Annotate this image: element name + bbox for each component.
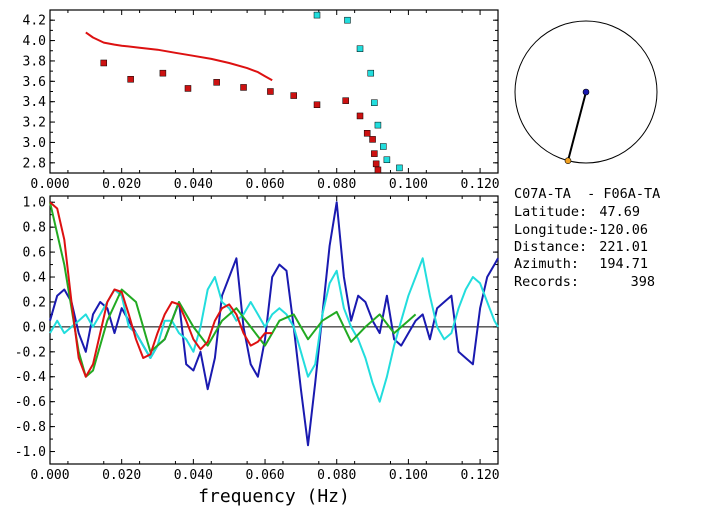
- dispersion-x-tick-label: 0.000: [30, 177, 69, 192]
- dispersion-marker-1: [184, 85, 192, 92]
- dispersion-marker-1: [356, 112, 364, 120]
- dispersion-marker-2: [383, 156, 391, 164]
- dispersion-marker-2: [367, 69, 375, 77]
- correlation-y-tick-label: 0.0: [23, 320, 46, 335]
- dispersion-marker-2: [344, 16, 351, 24]
- azimuth-label: Azimuth:: [514, 256, 579, 272]
- dispersion-data: [85, 11, 403, 174]
- dispersion-marker-1: [100, 59, 108, 67]
- dispersion-marker-1: [369, 136, 376, 143]
- correlation-x-tick-label: 0.100: [389, 468, 428, 483]
- correlation-x-tick-label: 0.000: [30, 468, 69, 483]
- dispersion-marker-1: [127, 76, 134, 83]
- dispersion-x-tick-label: 0.080: [317, 177, 356, 192]
- dispersion-marker-1: [342, 97, 349, 104]
- correlation-series-line-3: [49, 201, 273, 378]
- correlation-x-tick-label: 0.020: [102, 468, 141, 483]
- dispersion-y-tick-label: 4.0: [23, 34, 46, 49]
- dispersion-marker-2: [313, 11, 321, 19]
- dispersion-y-tick-label: 3.0: [23, 136, 46, 151]
- distance-label: Distance:: [514, 239, 587, 255]
- azimuth-line: [567, 91, 587, 161]
- correlation-x-tick-label: 0.120: [461, 468, 500, 483]
- distance-value: 221.01: [599, 239, 648, 255]
- dispersion-y-tick-label: 2.8: [23, 156, 46, 171]
- dispersion-frame: [49, 9, 499, 174]
- dispersion-marker-1: [240, 84, 247, 91]
- dispersion-marker-1: [290, 92, 297, 99]
- dispersion-marker-2: [371, 99, 378, 106]
- dispersion-y-tick-label: 3.6: [23, 75, 46, 90]
- azimuth-dial: [514, 20, 658, 164]
- azimuth-value: 194.71: [599, 256, 648, 272]
- dispersion-y-tick-label: 3.8: [23, 54, 46, 69]
- dispersion-marker-1: [374, 166, 382, 174]
- dispersion-x-tick-label: 0.120: [461, 177, 500, 192]
- longitude-label: Longitude:: [514, 222, 595, 238]
- x-axis-label: frequency (Hz): [198, 486, 350, 507]
- correlation-y-tick-label: -0.4: [15, 370, 46, 385]
- correlation-axis-ticks: 0.000 0.020 0.040 0.060 0.080 0.100 0.120 1.0 0.…: [15, 196, 500, 483]
- dispersion-marker-1: [363, 130, 371, 137]
- correlation-y-tick-label: 0.6: [23, 246, 46, 261]
- dispersion-marker-1: [213, 79, 220, 86]
- correlation-x-tick-label: 0.040: [174, 468, 213, 483]
- records-value: 398: [631, 274, 655, 290]
- dispersion-x-tick-label: 0.020: [102, 177, 141, 192]
- correlation-y-tick-label: 0.4: [23, 271, 47, 286]
- dispersion-marker-2: [356, 45, 364, 52]
- dispersion-series-line-0: [85, 31, 273, 82]
- correlation-x-tick-label: 0.080: [317, 468, 356, 483]
- correlation-y-tick-label: 1.0: [23, 196, 46, 211]
- correlation-series-line-0: [49, 201, 499, 447]
- dispersion-marker-1: [267, 88, 274, 95]
- dispersion-x-tick-label: 0.040: [174, 177, 213, 192]
- center-station-marker: [582, 88, 590, 96]
- correlation-frame: [49, 195, 499, 465]
- station-info: C07A-TA - F06A-TA Latitude: 47.69 Longit…: [514, 186, 660, 290]
- dispersion-y-tick-label: 3.4: [23, 95, 47, 110]
- remote-station-marker: [564, 157, 572, 164]
- dispersion-y-tick-label: 4.2: [23, 14, 46, 29]
- correlation-panel: 0.000 0.020 0.040 0.060 0.080 0.100 0.120 1.0 0.…: [15, 195, 500, 507]
- dispersion-marker-2: [396, 164, 403, 172]
- latitude-label: Latitude:: [514, 204, 587, 220]
- dispersion-marker-1: [159, 69, 167, 77]
- dispersion-marker-2: [380, 143, 387, 150]
- dispersion-x-tick-label: 0.100: [389, 177, 428, 192]
- records-label: Records:: [514, 274, 579, 290]
- correlation-y-tick-label: 0.8: [23, 221, 46, 236]
- dispersion-marker-1: [372, 160, 380, 168]
- dispersion-x-tick-label: 0.060: [245, 177, 284, 192]
- dispersion-marker-1: [313, 101, 321, 108]
- dispersion-marker-2: [374, 121, 382, 129]
- dispersion-marker-1: [371, 150, 378, 157]
- correlation-y-tick-label: 0.2: [23, 295, 46, 310]
- correlation-series-line-1: [49, 257, 499, 403]
- latitude-value: 47.69: [599, 204, 640, 220]
- correlation-data: [49, 201, 499, 447]
- dispersion-y-tick-label: 3.2: [23, 116, 46, 131]
- dial-circle: [514, 20, 658, 164]
- dispersion-axis-ticks: 0.000 0.020 0.040 0.060 0.080 0.100 0.120 2.8 3.…: [23, 9, 500, 192]
- correlation-y-tick-label: -1.0: [15, 445, 46, 460]
- correlation-series-line-2: [49, 201, 417, 378]
- station-pair: C07A-TA - F06A-TA: [514, 186, 660, 202]
- correlation-y-tick-label: -0.6: [15, 395, 46, 410]
- correlation-x-tick-label: 0.060: [245, 468, 284, 483]
- correlation-y-tick-label: -0.8: [15, 420, 46, 435]
- correlation-y-tick-label: -0.2: [15, 345, 46, 360]
- dispersion-panel: 0.000 0.020 0.040 0.060 0.080 0.100 0.120 2.8 3.…: [23, 9, 500, 192]
- longitude-value: -120.06: [591, 222, 648, 238]
